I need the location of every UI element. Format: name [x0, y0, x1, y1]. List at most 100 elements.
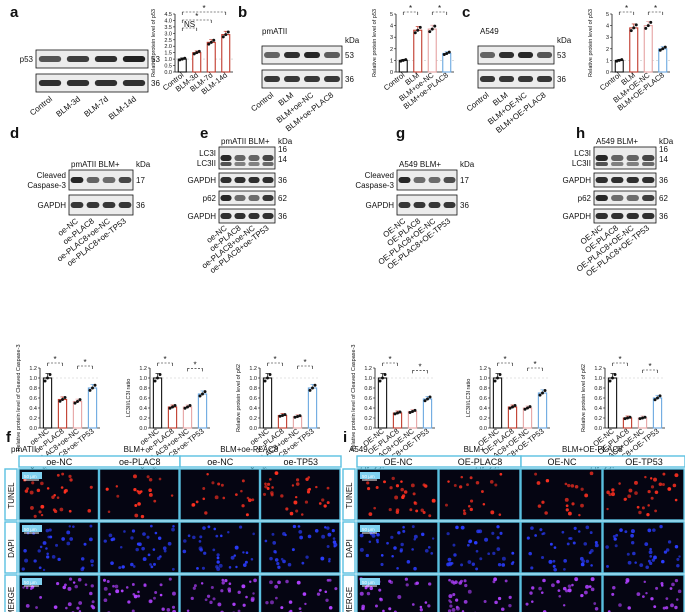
y-tick-label: 1	[606, 58, 609, 64]
cell-nucleus	[63, 491, 67, 494]
cell-nucleus	[361, 604, 366, 609]
y-tick-label: 0.2	[594, 416, 602, 422]
kda-value: 36	[659, 176, 668, 185]
cell-nucleus	[265, 600, 269, 605]
cell-nucleus	[304, 602, 307, 606]
cell-nucleus	[24, 489, 29, 493]
cell-nucleus	[232, 602, 236, 606]
cell-nucleus	[644, 475, 647, 479]
cell-nucleus	[549, 542, 553, 546]
cell-nucleus	[415, 509, 419, 513]
cell-nucleus	[324, 526, 327, 529]
cell-nucleus	[195, 500, 199, 504]
cell-nucleus	[674, 578, 679, 583]
cell-nucleus	[369, 586, 374, 591]
cell-nucleus	[653, 605, 657, 609]
cell-nucleus	[218, 563, 223, 568]
cell-nucleus	[334, 587, 338, 591]
cell-nucleus	[26, 487, 29, 491]
cell-nucleus	[51, 495, 55, 499]
micro-i: A549 BLM+ BLM+OE-PLAC8 OE-NC OE-PLAC8 OE-NC OE…	[342, 445, 685, 612]
cell-nucleus	[553, 546, 557, 549]
cell-nucleus	[137, 590, 140, 594]
blot-row-label: LC3I	[199, 149, 216, 158]
cell-nucleus	[473, 541, 478, 545]
blot-band	[304, 76, 320, 82]
blot-row-label: p62	[203, 194, 217, 203]
y-tick-label: 0.6	[29, 396, 37, 402]
column-header: oe-PLAC8	[119, 457, 161, 467]
cell-nucleus	[650, 485, 655, 489]
cell-nucleus	[270, 491, 274, 495]
group-label: BLM+	[464, 445, 485, 454]
blot-band	[102, 202, 116, 208]
data-point	[308, 388, 312, 392]
blot-band	[626, 195, 639, 201]
cell-nucleus	[645, 565, 649, 570]
cell-nucleus	[446, 532, 450, 536]
cell-nucleus	[667, 487, 672, 491]
y-tick-label: 0.2	[479, 416, 487, 422]
data-point	[93, 383, 97, 387]
data-point	[433, 24, 437, 28]
cell-nucleus	[147, 553, 151, 557]
scale-bar-label: 50 μm	[24, 527, 37, 532]
kda-value: 36	[460, 201, 469, 210]
y-axis-label: LC3II/LC3I ratio	[466, 379, 472, 418]
data-point	[498, 373, 502, 376]
cell-nucleus	[391, 554, 394, 558]
cell-nucleus	[280, 494, 284, 498]
y-tick-label: 0.4	[364, 406, 372, 412]
cell-nucleus	[25, 603, 30, 608]
cell-nucleus	[77, 577, 82, 582]
blot-band	[595, 155, 608, 161]
cell-nucleus	[455, 525, 459, 530]
cell-nucleus	[215, 565, 219, 569]
row-label: MERGE	[7, 587, 16, 612]
bar	[221, 34, 231, 73]
cell-nucleus	[326, 501, 330, 505]
cell-nucleus	[463, 599, 468, 604]
cell-nucleus	[497, 596, 502, 601]
cell-nucleus	[359, 533, 364, 538]
cell-nucleus	[671, 582, 675, 587]
group-label: BLM+	[124, 445, 145, 454]
data-point	[526, 406, 529, 410]
cell-nucleus	[150, 565, 154, 569]
data-point	[628, 415, 632, 419]
data-point	[197, 49, 201, 53]
cell-nucleus	[378, 588, 382, 592]
kda-value: 36	[345, 75, 354, 84]
cell-nucleus	[453, 484, 457, 487]
data-point	[629, 29, 633, 33]
cell-nucleus	[584, 493, 589, 498]
cell-nucleus	[463, 579, 467, 583]
cell-nucleus	[292, 524, 297, 529]
data-point	[408, 410, 412, 414]
cell-nucleus	[305, 477, 309, 482]
data-point	[298, 414, 302, 418]
cell-nucleus	[563, 568, 566, 571]
blot-band	[517, 76, 534, 82]
data-point	[413, 31, 417, 35]
y-tick-label: 2.0	[164, 44, 172, 50]
blot-row-label: GAPDH	[366, 201, 395, 210]
data-point	[173, 404, 177, 408]
cell-nucleus	[563, 558, 568, 563]
blot-band	[118, 202, 132, 208]
cell-nucleus	[594, 541, 598, 545]
y-tick-label: 0	[606, 70, 609, 76]
lane-label: BLM-14d	[107, 94, 138, 121]
cell-nucleus	[627, 494, 632, 499]
scale-bar-box	[22, 472, 42, 479]
cell-nucleus	[413, 538, 416, 541]
cell-nucleus	[665, 606, 669, 610]
cell-nucleus	[388, 579, 392, 583]
cell-nucleus	[572, 541, 576, 545]
blot-band	[122, 56, 146, 62]
y-tick-label: 2.5	[164, 38, 172, 44]
cell-nucleus	[475, 549, 479, 553]
data-point	[186, 405, 189, 409]
scale-bar-box	[360, 578, 380, 585]
cell-nucleus	[264, 482, 267, 486]
